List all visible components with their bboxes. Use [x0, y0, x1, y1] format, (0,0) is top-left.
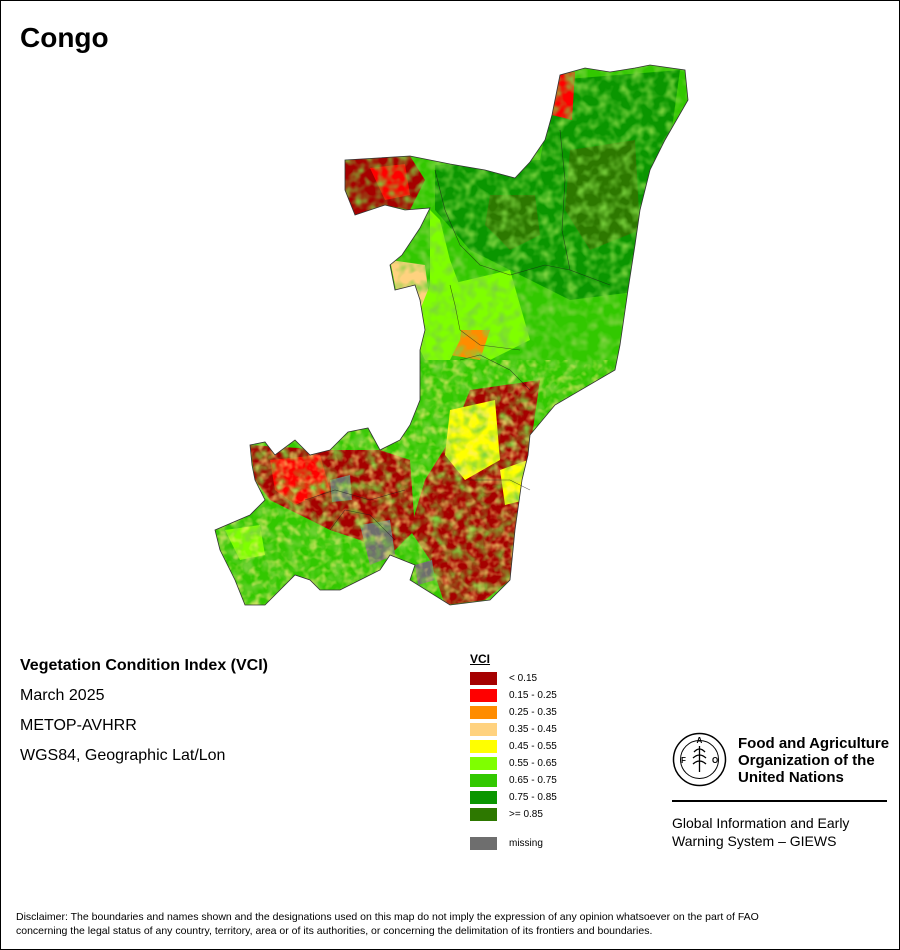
- legend-swatch: [470, 808, 497, 821]
- legend-item: 0.75 - 0.85: [470, 789, 557, 806]
- legend-label-missing: missing: [509, 838, 543, 849]
- fao-logo-icon: F A O: [672, 732, 727, 787]
- legend-item: 0.35 - 0.45: [470, 721, 557, 738]
- org-line-3: United Nations: [738, 769, 844, 786]
- giews-name: Global Information and Early Warning Sys…: [672, 814, 892, 850]
- legend-swatch: [470, 706, 497, 719]
- org-line-1: Food and Agriculture: [738, 735, 890, 752]
- legend-swatch: [470, 791, 497, 804]
- giews-line-1: Global Information and Early: [672, 815, 850, 831]
- legend-swatch: [470, 689, 497, 702]
- legend-item: 0.25 - 0.35: [470, 704, 557, 721]
- legend-label: 0.65 - 0.75: [509, 775, 557, 786]
- period-label: March 2025: [20, 687, 105, 704]
- legend-label: 0.15 - 0.25: [509, 690, 557, 701]
- svg-text:F: F: [681, 756, 686, 765]
- legend-swatch: [470, 757, 497, 770]
- index-name: Vegetation Condition Index (VCI): [20, 657, 268, 674]
- legend-item: 0.45 - 0.55: [470, 738, 557, 755]
- vci-map: [214, 64, 689, 606]
- legend-item: 0.65 - 0.75: [470, 772, 557, 789]
- legend-item: 0.55 - 0.65: [470, 755, 557, 772]
- legend-item: >= 0.85: [470, 806, 557, 823]
- legend-label: >= 0.85: [509, 809, 543, 820]
- vci-raster: [215, 65, 688, 605]
- sensor-label: METOP-AVHRR: [20, 717, 137, 734]
- disclaimer-line-2: concerning the legal status of any count…: [16, 925, 653, 937]
- legend-label: 0.55 - 0.65: [509, 758, 557, 769]
- legend-rows: < 0.15 0.15 - 0.25 0.25 - 0.35 0.35 - 0.45 0…: [470, 670, 557, 823]
- map-info-block: Vegetation Condition Index (VCI) March 2…: [20, 657, 268, 777]
- legend-swatch: [470, 723, 497, 736]
- giews-line-2: Warning System – GIEWS: [672, 833, 837, 849]
- legend-label: 0.25 - 0.35: [509, 707, 557, 718]
- legend-swatch: [470, 672, 497, 685]
- vci-legend: VCI < 0.15 0.15 - 0.25 0.25 - 0.35 0.35 - 0…: [470, 652, 557, 852]
- legend-item-missing: missing: [470, 835, 557, 852]
- legend-label: 0.35 - 0.45: [509, 724, 557, 735]
- divider-rule: [672, 800, 887, 802]
- legend-swatch-missing: [470, 837, 497, 850]
- admin-boundaries: [304, 129, 611, 541]
- projection-label: WGS84, Geographic Lat/Lon: [20, 747, 226, 764]
- svg-text:O: O: [712, 756, 718, 765]
- legend-label: 0.45 - 0.55: [509, 741, 557, 752]
- svg-text:A: A: [697, 736, 703, 745]
- legend-label: 0.75 - 0.85: [509, 792, 557, 803]
- legend-swatch: [470, 740, 497, 753]
- legend-swatch: [470, 774, 497, 787]
- legend-title: VCI: [470, 652, 491, 666]
- disclaimer-line-1: Disclaimer: The boundaries and names sho…: [16, 911, 759, 923]
- map-title: Congo: [20, 22, 109, 53]
- country-outline: [214, 64, 689, 606]
- legend-item: 0.15 - 0.25: [470, 687, 557, 704]
- org-line-2: Organization of the: [738, 752, 875, 769]
- legend-label: < 0.15: [509, 673, 538, 684]
- legend-item: < 0.15: [470, 670, 557, 687]
- disclaimer: Disclaimer: The boundaries and names sho…: [16, 910, 886, 938]
- vci-texture-south: [215, 360, 688, 605]
- organization-name: Food and Agriculture Organization of the…: [738, 735, 889, 786]
